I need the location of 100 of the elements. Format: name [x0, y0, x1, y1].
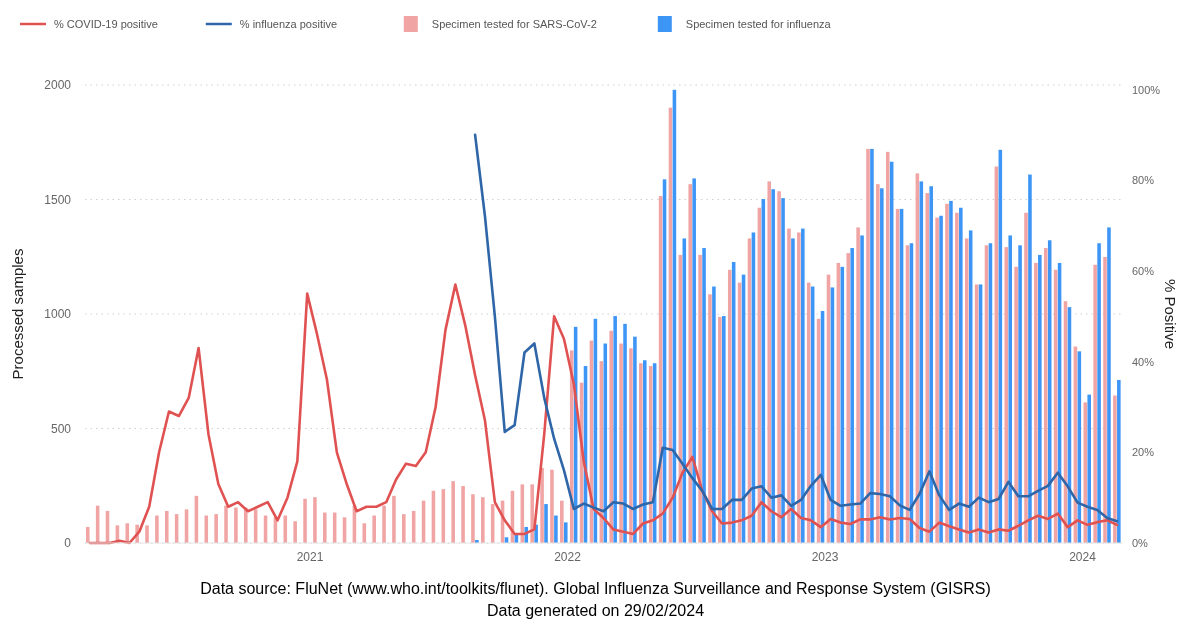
bar: [214, 514, 218, 543]
bar: [1097, 243, 1101, 543]
bar: [1028, 174, 1032, 543]
bar: [860, 235, 864, 543]
bar: [540, 467, 544, 543]
bar: [722, 316, 726, 543]
bar: [609, 330, 613, 543]
legend-label: Specimen tested for SARS-CoV-2: [431, 18, 597, 30]
bar: [1117, 379, 1121, 543]
bar: [1004, 247, 1009, 543]
y2-tick-label: 0%: [1132, 537, 1149, 549]
bar: [781, 198, 785, 543]
y-axis-title: Processed samples: [9, 248, 26, 380]
y-tick-label: 500: [50, 421, 72, 436]
bar: [925, 193, 930, 543]
text: Data generated on 29/02/2024: [486, 602, 705, 619]
bar: [1083, 402, 1088, 543]
bar: [145, 525, 149, 543]
bar: [949, 200, 953, 543]
bar: [224, 505, 228, 543]
bar: [787, 228, 791, 543]
bar: [955, 212, 959, 543]
bar: [629, 348, 633, 543]
y-tick-label: 2000: [44, 78, 72, 92]
y2-tick-label: 40%: [1132, 355, 1155, 368]
y-tick-label: 1500: [44, 192, 72, 207]
bar: [303, 498, 307, 543]
y2-axis-title: % Positive: [1162, 278, 1179, 350]
bar: [935, 217, 939, 543]
bar: [639, 363, 643, 543]
bar: [372, 515, 376, 543]
bar: [451, 481, 455, 543]
bar: [777, 191, 781, 543]
legend-label: % COVID-19 positive: [54, 18, 158, 30]
bar: [885, 151, 890, 543]
bar: [806, 282, 811, 543]
legend-label: Specimen tested for influenza: [685, 18, 832, 30]
bar: [718, 316, 722, 543]
bar: [959, 207, 963, 543]
bar: [1034, 262, 1038, 543]
y-tick-label: 1000: [44, 307, 72, 321]
x-tick-label: 2021: [296, 550, 324, 564]
bar: [544, 504, 548, 543]
bar: [870, 148, 874, 543]
bar: [560, 500, 564, 543]
bar: [471, 494, 475, 543]
bar: [530, 484, 534, 543]
bar: [234, 507, 238, 543]
bar: [564, 522, 568, 543]
bar: [1043, 248, 1048, 543]
line-series: [473, 133, 1119, 523]
y2-tick-label: 60%: [1132, 264, 1155, 277]
bar: [692, 178, 696, 543]
bar: [850, 248, 854, 543]
bar: [708, 294, 712, 543]
bar: [1038, 254, 1042, 543]
bar: [801, 228, 805, 543]
bar: [1113, 395, 1117, 543]
bar: [392, 495, 396, 543]
bar: [619, 343, 623, 543]
bar: [165, 510, 169, 543]
bar: [846, 253, 851, 543]
bar: [550, 469, 554, 543]
bar: [712, 286, 716, 543]
bar: [125, 523, 130, 543]
bar: [155, 515, 159, 543]
bar: [1024, 212, 1028, 543]
bar: [323, 512, 327, 543]
bar: [698, 254, 702, 543]
bar: [688, 184, 692, 543]
x-tick-label: 2023: [811, 550, 839, 564]
bar: [939, 215, 943, 543]
bar: [856, 227, 860, 543]
legend-label: % influenza positive: [239, 18, 338, 30]
bar: [1014, 266, 1018, 543]
bar: [797, 232, 801, 543]
bar: [382, 505, 386, 543]
bar: [623, 323, 627, 543]
x-tick-label: 2022: [554, 550, 582, 564]
y2-tick-label: 20%: [1132, 446, 1155, 459]
bar: [481, 497, 485, 543]
bar: [402, 514, 406, 543]
bar: [945, 203, 949, 543]
bar: [1008, 235, 1012, 543]
bar: [767, 181, 771, 543]
bar: [1093, 264, 1097, 543]
bar: [1018, 245, 1022, 543]
bar: [1087, 394, 1091, 543]
bar: [1107, 227, 1111, 543]
bar: [293, 521, 297, 543]
bar: [554, 515, 558, 543]
bar: [866, 148, 870, 543]
bar: [880, 188, 884, 543]
bar: [85, 526, 90, 543]
bar: [876, 184, 880, 543]
bar: [929, 186, 933, 543]
bar: [964, 238, 969, 543]
x-tick-label: 2024: [1069, 550, 1097, 564]
bar: [702, 248, 706, 543]
bar: [313, 497, 317, 543]
